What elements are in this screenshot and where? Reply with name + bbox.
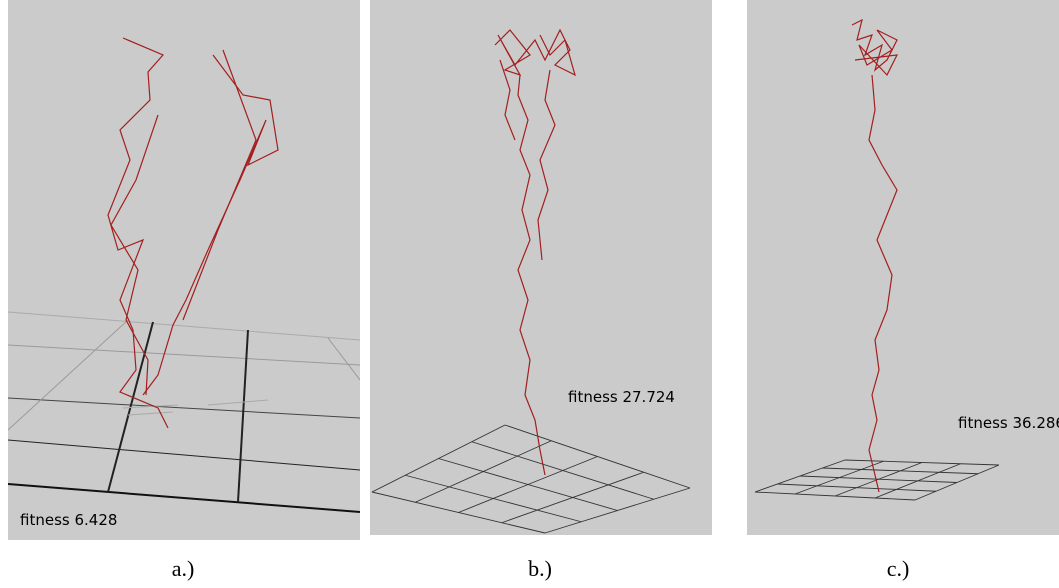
- scene: [370, 0, 712, 535]
- robot-cluster: [852, 20, 897, 75]
- fitness-label: fitness 27.724: [568, 388, 675, 406]
- fitness-label: fitness 36.286: [958, 414, 1059, 432]
- scene: [747, 0, 1059, 535]
- grid-line: [328, 338, 360, 380]
- grid-line: [8, 398, 360, 418]
- figure: fitness 6.428 fitness 27.724 fitness 36.…: [0, 0, 1059, 588]
- grid-line: [915, 465, 999, 500]
- robot-limb: [143, 55, 278, 395]
- shadow-line: [128, 412, 173, 415]
- grid-line: [823, 468, 979, 474]
- ground-grid: [372, 425, 690, 533]
- grid-line: [238, 330, 248, 502]
- panel-c: fitness 36.286: [747, 0, 1059, 535]
- caption: c.): [887, 556, 910, 582]
- grid-line: [8, 320, 128, 430]
- shadow-line: [208, 400, 268, 405]
- grid-line: [8, 345, 360, 365]
- grid-line: [505, 425, 690, 488]
- robot-limb: [538, 70, 555, 260]
- caption: b.): [528, 556, 552, 582]
- grid-line: [459, 457, 598, 513]
- robot-limb: [869, 75, 897, 492]
- grid-line: [8, 484, 360, 512]
- grid-line: [8, 440, 360, 470]
- panel-a: fitness 6.428: [8, 0, 360, 540]
- robot-limb: [518, 75, 545, 475]
- scene: [8, 0, 360, 540]
- robot-limb: [183, 50, 256, 320]
- grid-line: [875, 464, 961, 498]
- grid-line: [472, 442, 654, 500]
- ground-grid: [8, 312, 360, 512]
- fitness-label: fitness 6.428: [20, 511, 117, 529]
- caption: a.): [172, 556, 195, 582]
- grid-line: [502, 472, 644, 523]
- panel-b: fitness 27.724: [370, 0, 712, 535]
- robot-cluster: [495, 30, 575, 75]
- ground-grid: [755, 460, 999, 500]
- grid-line: [845, 460, 999, 465]
- robot-limb: [108, 38, 168, 428]
- grid-line: [545, 488, 690, 533]
